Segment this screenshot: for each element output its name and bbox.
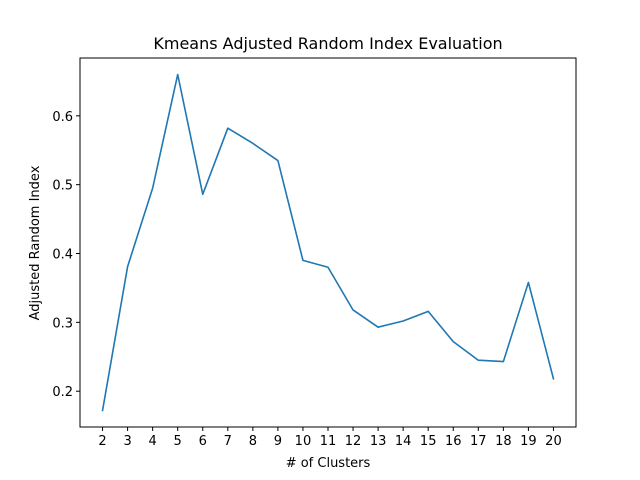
x-tick-label-10: 10: [295, 434, 312, 449]
x-tick-label-12: 12: [345, 434, 362, 449]
x-tick-label-5: 5: [174, 434, 182, 449]
x-tick-label-16: 16: [445, 434, 462, 449]
x-tick-label-6: 6: [199, 434, 207, 449]
x-tick-label-15: 15: [420, 434, 437, 449]
x-tick-label-13: 13: [370, 434, 387, 449]
series-line: [101, 73, 555, 412]
x-tick-label-8: 8: [249, 434, 257, 449]
x-tick-label-7: 7: [224, 434, 232, 449]
y-tick-label-0.5: 0.5: [52, 179, 73, 194]
x-tick-label-9: 9: [274, 434, 282, 449]
x-tick-label-18: 18: [495, 434, 512, 449]
x-tick-label-4: 4: [149, 434, 157, 449]
y-tick-label-0.2: 0.2: [52, 385, 73, 400]
plot-area: 2 3 4 5 6 7 8 9 10 11 12 13 14 15 16 17 18 19 20 0.2 0.3 0.4 0…: [52, 57, 577, 449]
chart-title: Kmeans Adjusted Random Index Evaluation: [153, 34, 502, 53]
x-tick-label-11: 11: [320, 434, 337, 449]
x-axis-label: # of Clusters: [286, 456, 371, 471]
x-tick-label-14: 14: [395, 434, 412, 449]
x-tick-label-20: 20: [545, 434, 562, 449]
y-axis-label: Adjusted Random Index: [28, 165, 43, 320]
x-tick-label-3: 3: [123, 434, 131, 449]
x-tick-label-19: 19: [520, 434, 537, 449]
x-tick-label-17: 17: [470, 434, 487, 449]
y-tick-label-0.6: 0.6: [52, 110, 73, 125]
y-tick-label-0.4: 0.4: [52, 248, 73, 263]
x-tick-label-2: 2: [98, 434, 106, 449]
y-tick-label-0.3: 0.3: [52, 316, 73, 331]
